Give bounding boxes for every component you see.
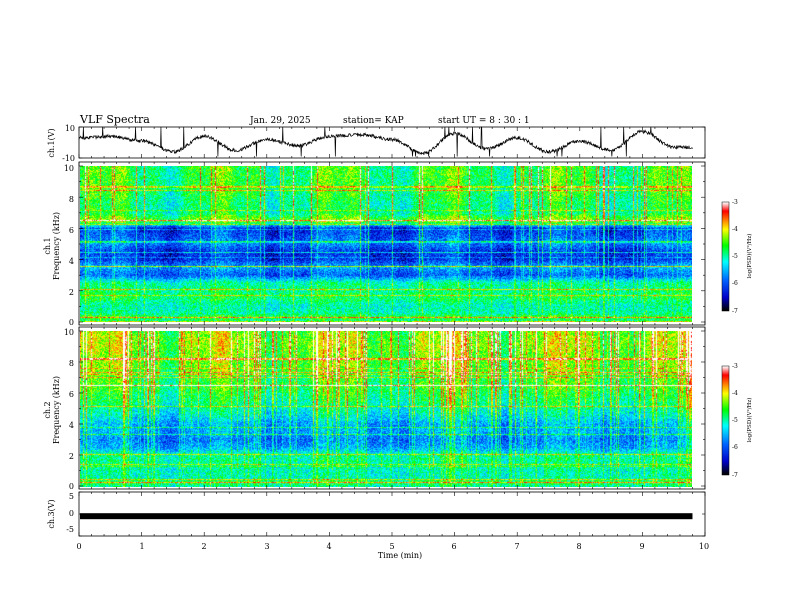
ch1-spectrogram-panel: 10 8 6 4 2 0 ch.1 Frequency (kHz) -3 -4 … [43, 161, 753, 327]
ch1-spectrogram-ticks [78, 162, 706, 325]
ch1-cbar-tick-m3: -3 [732, 199, 738, 206]
ch1-ytick-top: 10 [65, 124, 75, 133]
ch3-waveform-ylabel: ch.3(V) [47, 499, 56, 528]
ch2-cbar-tick-m6: -6 [732, 444, 738, 451]
ch1-cbar-tick-m5: -5 [732, 253, 738, 260]
ch2-cbar-tick-m4: -4 [732, 390, 738, 397]
time-tick-7: 7 [514, 542, 519, 551]
ch2-spectrogram-panel: 10 8 6 4 2 0 ch.2 Frequency (kHz) -3 -4 … [43, 326, 753, 491]
time-tick-10: 10 [699, 542, 709, 551]
ch2-freq-tick-6: 6 [69, 390, 74, 399]
ch1-freq-tick-6: 6 [69, 226, 74, 235]
ch3-ytick-top: 5 [69, 492, 74, 501]
ch1-freq-tick-10: 10 [64, 164, 74, 173]
time-axis: 0 1 2 3 4 5 6 7 8 9 10 Time (min) [76, 542, 709, 560]
ch2-colorbar-frame [721, 365, 730, 476]
cb2-image [722, 366, 729, 475]
ch1-waveform-ticks [78, 126, 706, 159]
ch1-spectrogram-ylabel-frequency: Frequency (kHz) [52, 212, 61, 280]
ch1-freq-tick-4: 4 [69, 257, 74, 266]
ch2-cbar-tick-m3: -3 [732, 363, 738, 370]
ch1-waveform-trace [78, 126, 693, 157]
ch2-freq-tick-4: 4 [69, 421, 74, 430]
start-time-label: start UT = 8 : 30 : 1 [438, 116, 530, 126]
ch1-freq-tick-0: 0 [69, 318, 74, 327]
ch1-freq-tick-8: 8 [69, 195, 74, 204]
time-tick-2: 2 [201, 542, 206, 551]
ch1-freq-tick-2: 2 [69, 288, 74, 297]
ch2-frequency-tick-labels: 10 8 6 4 2 0 [64, 328, 74, 491]
ch2-spectrogram-image [80, 331, 692, 487]
time-tick-3: 3 [264, 542, 269, 551]
ch2-freq-tick-8: 8 [69, 359, 74, 368]
ch2-colorbar: -3 -4 -5 -6 -7 log(PSD)(V²/Hz) [721, 363, 753, 479]
ch1-colorbar-frame [721, 201, 730, 312]
time-axis-label: Time (min) [378, 551, 422, 560]
ch1-colorbar-label: log(PSD)(V²/Hz) [746, 234, 753, 279]
ch2-spectrogram-ylabel-channel: ch.2 [43, 401, 52, 418]
time-tick-6: 6 [451, 542, 456, 551]
date-label: Jan. 29, 2025 [249, 116, 311, 126]
ch2-spectrogram-ylabel-frequency: Frequency (kHz) [52, 376, 61, 444]
ch3-ytick-mid: 0 [69, 509, 74, 518]
time-tick-5: 5 [389, 542, 394, 551]
ch2-freq-tick-2: 2 [69, 452, 74, 461]
ch1-cbar-tick-m4: -4 [732, 226, 738, 233]
time-tick-4: 4 [326, 542, 331, 551]
figure-title: VLF Spectra [79, 113, 150, 126]
ch2-cbar-tick-m7: -7 [732, 472, 738, 479]
time-tick-8: 8 [576, 542, 581, 551]
cb1-image [722, 202, 729, 311]
ch2-spectrogram-ticks [78, 327, 706, 489]
time-tick-0: 0 [76, 542, 81, 551]
ch2-colorbar-label: log(PSD)(V²/Hz) [746, 398, 753, 443]
time-tick-9: 9 [639, 542, 644, 551]
ch1-waveform-frame [78, 126, 706, 159]
ch1-cbar-tick-m7: -7 [732, 308, 738, 315]
ch1-spectrogram-image [80, 166, 692, 322]
ch1-frequency-tick-labels: 10 8 6 4 2 0 [64, 164, 74, 327]
ch3-ytick-bottom: -5 [66, 525, 74, 534]
ch1-cbar-tick-m6: -6 [732, 280, 738, 287]
ch1-ytick-bottom: -10 [62, 154, 75, 163]
ch2-freq-tick-10: 10 [64, 328, 74, 337]
ch2-cbar-tick-m5: -5 [732, 417, 738, 424]
ch1-colorbar: -3 -4 -5 -6 -7 log(PSD)(V²/Hz) [721, 199, 753, 315]
ch3-waveform-ticks [78, 491, 706, 537]
ch1-waveform-ylabel: ch.1(V) [47, 128, 56, 157]
ch3-waveform-panel: 5 0 -5 ch.3(V) [47, 491, 706, 537]
time-tick-1: 1 [139, 542, 144, 551]
ch3-waveform-trace [80, 513, 693, 520]
ch1-waveform-panel: 10 -10 ch.1(V) [47, 124, 706, 163]
station-label: station= KAP [343, 116, 404, 126]
ch1-spectrogram-ylabel-channel: ch.1 [43, 237, 52, 254]
ch2-freq-tick-0: 0 [69, 482, 74, 491]
